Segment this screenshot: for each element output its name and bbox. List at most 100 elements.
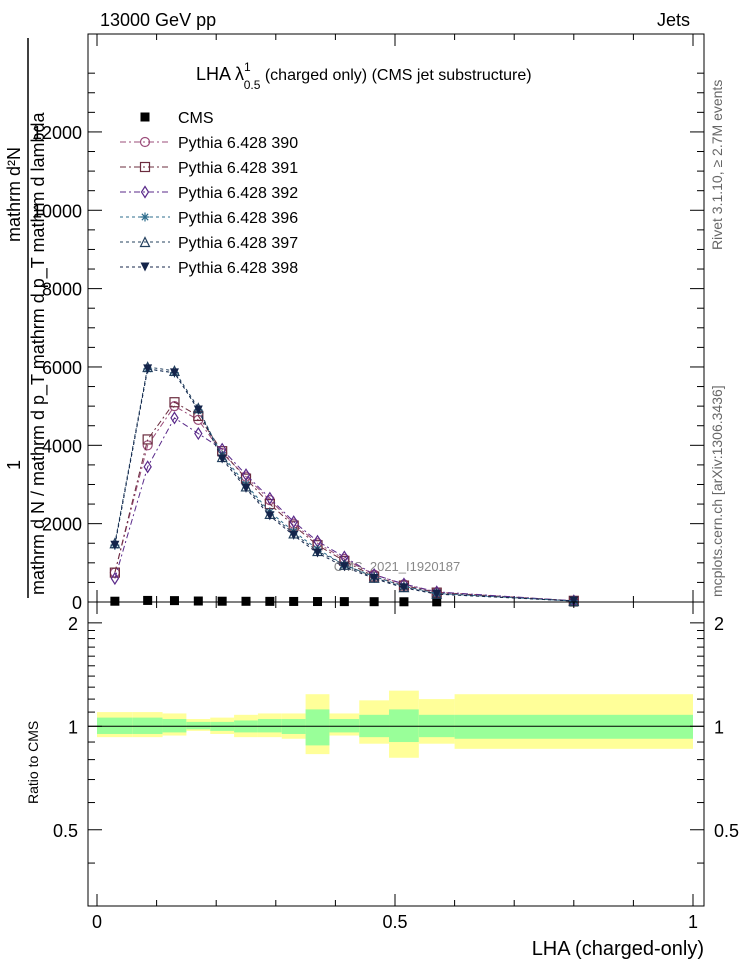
side-label-rivet: Rivet 3.1.10, ≥ 2.7M events <box>709 80 725 250</box>
data-point <box>369 573 379 583</box>
data-point <box>143 460 152 474</box>
main-y-tick-label: 10000 <box>32 201 82 221</box>
ratio-band-inner <box>305 709 330 746</box>
data-point <box>194 426 203 441</box>
data-point <box>241 483 251 493</box>
x-tick-label: 1 <box>688 912 698 932</box>
series-pythia-6 <box>110 364 579 606</box>
watermark: CMS_2021_I1920187 <box>334 559 461 574</box>
series-pythia-1 <box>109 401 579 606</box>
data-point <box>193 405 203 415</box>
legend: CMS Pythia 6.428 390 Pythia 6.428 391 Pythi… <box>120 110 298 277</box>
x-axis-label: LHA (charged-only) <box>532 938 704 960</box>
ratio-bands <box>97 690 693 758</box>
ratio-plot: 0.5 0.5 1 1 2 2 0 0.5 1 Ratio to CMS LHA (charg… <box>25 601 739 960</box>
series-line <box>114 366 574 602</box>
legend-item: Pythia 6.428 391 <box>120 160 298 177</box>
data-point <box>313 548 323 558</box>
legend-label: CMS <box>178 110 214 127</box>
ratio-band-inner <box>162 719 187 733</box>
data-point <box>217 596 227 606</box>
data-point <box>432 589 442 599</box>
ratio-band-inner <box>97 717 133 734</box>
ratio-y-tick-label-right: 1 <box>714 717 724 737</box>
x-tick-label: 0.5 <box>382 912 407 932</box>
data-point <box>265 511 275 521</box>
data-point <box>143 595 153 605</box>
legend-marker <box>139 236 151 248</box>
main-y-label-one: 1 <box>4 460 24 470</box>
legend-item: Pythia 6.428 392 <box>120 185 298 202</box>
ratio-band-inner <box>329 719 360 733</box>
data-point <box>289 596 299 606</box>
legend-item: CMS <box>140 110 214 127</box>
data-point <box>569 596 579 606</box>
main-y-tick-label: 4000 <box>42 436 82 456</box>
legend-label: Pythia 6.428 390 <box>178 135 298 152</box>
series-pythia-3 <box>110 411 579 608</box>
chart-title: LHA λ1 0.5 (charged only) (CMS jet substr… <box>196 60 532 92</box>
ratio-band-inner <box>132 717 163 734</box>
main-y-label: mathrm d²N 1 mathrm d N / mathrm d p_T m… <box>4 38 49 598</box>
chart-title-sup: 1 <box>244 60 251 74</box>
data-point <box>169 397 180 408</box>
ratio-y-label: Ratio to CMS <box>25 721 41 804</box>
legend-marker <box>139 136 151 148</box>
data-point <box>169 368 179 378</box>
ratio-y-tick-label-right: 2 <box>714 614 724 634</box>
legend-item: Pythia 6.428 390 <box>120 135 298 152</box>
legend-label: Pythia 6.428 397 <box>178 235 298 252</box>
data-point <box>265 596 275 606</box>
ratio-y-tick-label-right: 0.5 <box>714 821 739 841</box>
data-point <box>169 596 179 606</box>
header-right: Jets <box>657 10 690 30</box>
data-point <box>110 571 120 586</box>
data-point <box>339 562 349 572</box>
ratio-y-tick-label: 2 <box>68 614 78 634</box>
data-point <box>399 583 409 593</box>
chart-title-sub: 0.5 <box>244 78 261 92</box>
legend-item: Pythia 6.428 397 <box>120 235 298 252</box>
data-point <box>289 530 299 540</box>
ratio-y-tick-label: 0.5 <box>53 821 78 841</box>
main-y-tick-label: 6000 <box>42 358 82 378</box>
legend-label: Pythia 6.428 396 <box>178 210 298 227</box>
legend-label: Pythia 6.428 391 <box>178 160 298 177</box>
data-point <box>110 540 120 550</box>
main-plot: 0 2000 4000 6000 8000 10000 12000 CMS_2021_I19… <box>4 33 705 613</box>
legend-label: Pythia 6.428 398 <box>178 260 298 277</box>
legend-marker <box>139 161 151 173</box>
series-line <box>114 417 574 602</box>
data-point <box>143 364 153 374</box>
ratio-plot-frame <box>87 601 705 907</box>
main-y-label-num: mathrm d²N <box>4 147 24 242</box>
main-y-label-den: mathrm d N / mathrm d p_T mathrm d p_T m… <box>28 112 49 595</box>
series-pythia-2 <box>109 397 579 606</box>
header-left: 13000 GeV pp <box>100 10 216 30</box>
main-y-tick-label: 0 <box>72 593 82 613</box>
data-point <box>142 434 153 445</box>
series-line <box>114 368 574 602</box>
data-point <box>170 411 179 425</box>
ratio-x-ticks: 0 0.5 1 <box>92 602 698 932</box>
main-y-tick-label: 12000 <box>32 123 82 143</box>
data-point <box>241 596 251 606</box>
data-point <box>193 596 203 606</box>
legend-marker <box>140 185 150 199</box>
main-y-ticks: 0 2000 4000 6000 8000 10000 12000 <box>32 72 704 613</box>
ratio-y-ticks: 0.5 0.5 1 1 2 2 <box>53 614 739 864</box>
data-point <box>217 454 227 464</box>
legend-item: Pythia 6.428 396 <box>120 210 298 227</box>
legend-marker <box>140 262 150 272</box>
legend-item: Pythia 6.428 398 <box>120 260 298 277</box>
side-label-mcplots: mcplots.cern.ch [arXiv:1306.3436] <box>709 385 725 597</box>
chart-title-main: LHA λ <box>196 64 244 84</box>
ratio-band-inner <box>257 719 282 733</box>
series-layer <box>109 361 580 608</box>
main-y-tick-label: 2000 <box>42 515 82 535</box>
main-y-tick-label: 8000 <box>42 280 82 300</box>
ratio-band-inner <box>389 709 419 743</box>
legend-marker <box>140 212 150 222</box>
ratio-band-inner <box>186 721 211 730</box>
data-point <box>110 596 120 606</box>
